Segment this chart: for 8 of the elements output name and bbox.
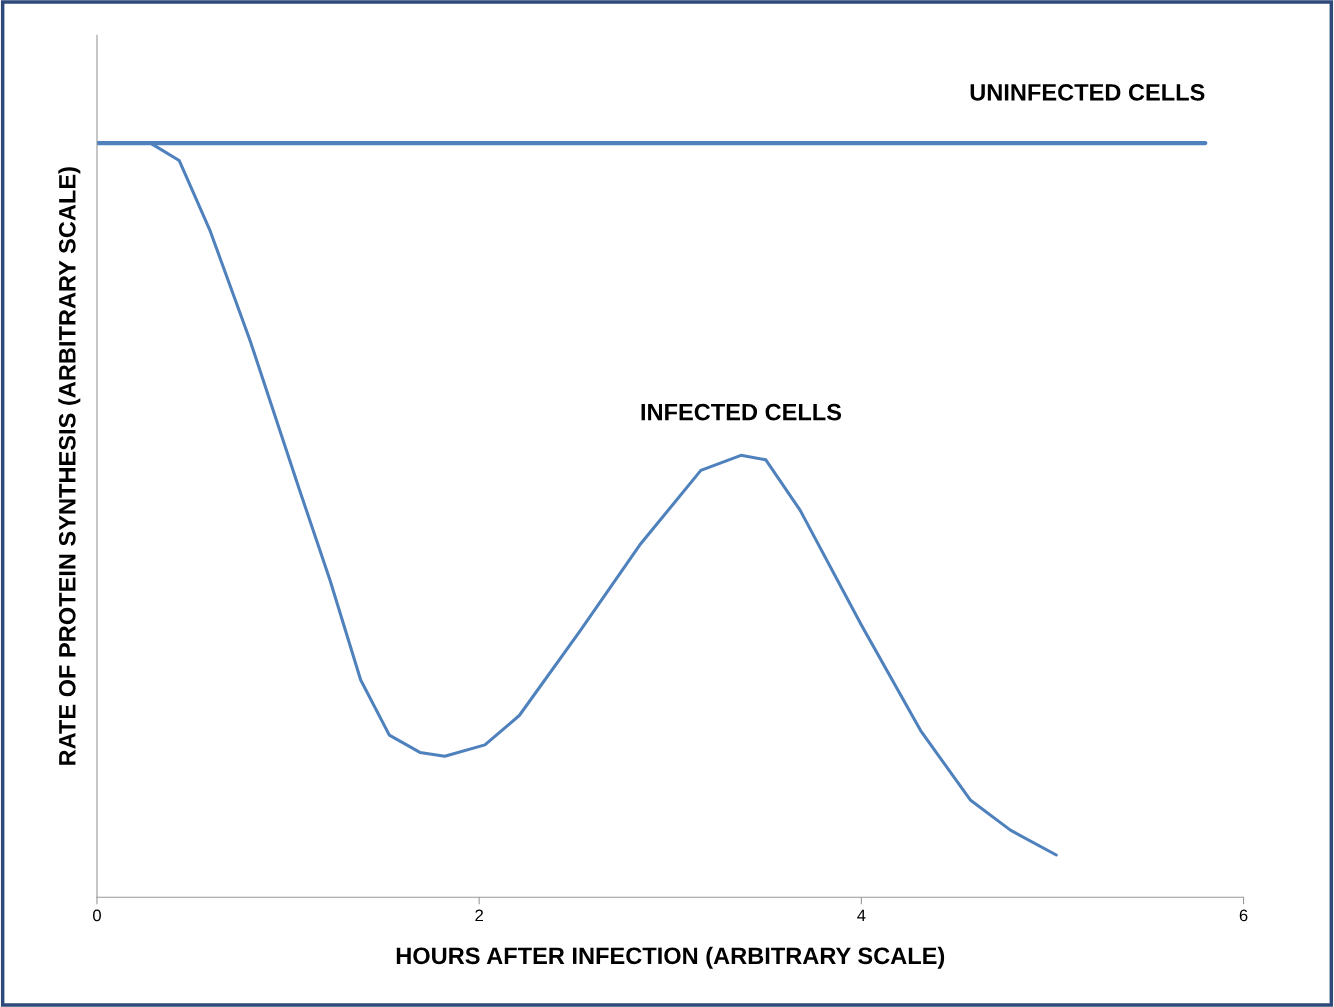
x-tick-label: 6 xyxy=(1239,909,1248,922)
x-tick-label: 4 xyxy=(857,909,866,922)
y-axis-title: RATE OF PROTEIN SYNTHESIS (ARBITRARY SCALE) xyxy=(58,167,81,765)
series-label: INFECTED CELLS xyxy=(641,403,842,421)
x-axis-title: HOURS AFTER INFECTION (ARBITRARY SCALE) xyxy=(396,946,945,969)
series-label: UNINFECTED CELLS xyxy=(970,83,1205,101)
x-tick-label: 0 xyxy=(93,909,101,922)
x-tick-label: 2 xyxy=(475,909,483,922)
